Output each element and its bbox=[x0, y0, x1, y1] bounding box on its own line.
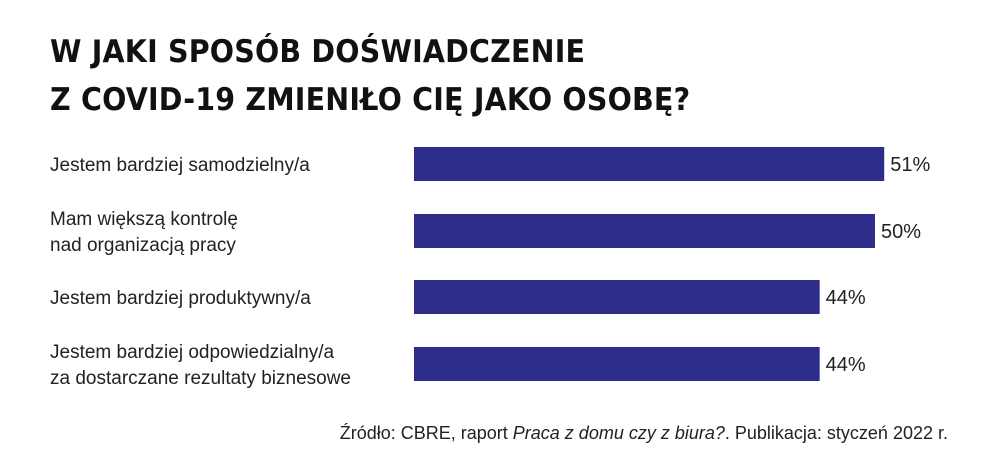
category-label-4-line-1: Jestem bardziej odpowiedzialny/a bbox=[50, 342, 335, 363]
source-note: Źródło: CBRE, raport Praca z domu czy z … bbox=[340, 423, 948, 444]
value-label-2: 50% bbox=[881, 221, 921, 243]
category-label-3: Jestem bardziej produktywny/a bbox=[50, 288, 311, 309]
category-label-4-line-2: za dostarczane rezultaty biznesowe bbox=[50, 368, 351, 389]
value-label-1: 51% bbox=[890, 154, 930, 176]
chart-title-line-1: W JAKI SPOSÓB DOŚWIADCZENIE bbox=[50, 34, 586, 70]
category-label-2-line-2: nad organizacją pracy bbox=[50, 235, 236, 256]
category-label-1: Jestem bardziej samodzielny/a bbox=[50, 155, 310, 176]
bar-1 bbox=[414, 147, 885, 181]
value-label-3: 44% bbox=[826, 287, 866, 309]
chart-title: W JAKI SPOSÓB DOŚWIADCZENIE Z COVID-19 Z… bbox=[50, 28, 878, 124]
bar-4 bbox=[414, 347, 820, 381]
bar-2 bbox=[414, 214, 875, 248]
category-label-2-line-1: Mam większą kontrolę bbox=[50, 209, 238, 230]
source-report-title: Praca z domu czy z biura? bbox=[512, 423, 725, 443]
source-prefix: Źródło: CBRE, raport bbox=[339, 423, 513, 443]
bar-3 bbox=[414, 280, 820, 314]
value-label-4: 44% bbox=[826, 354, 866, 376]
source-suffix: . Publikacja: styczeń 2022 r. bbox=[724, 423, 948, 443]
chart-title-line-2: Z COVID-19 ZMIENIŁO CIĘ JAKO OSOBĘ? bbox=[50, 82, 691, 118]
